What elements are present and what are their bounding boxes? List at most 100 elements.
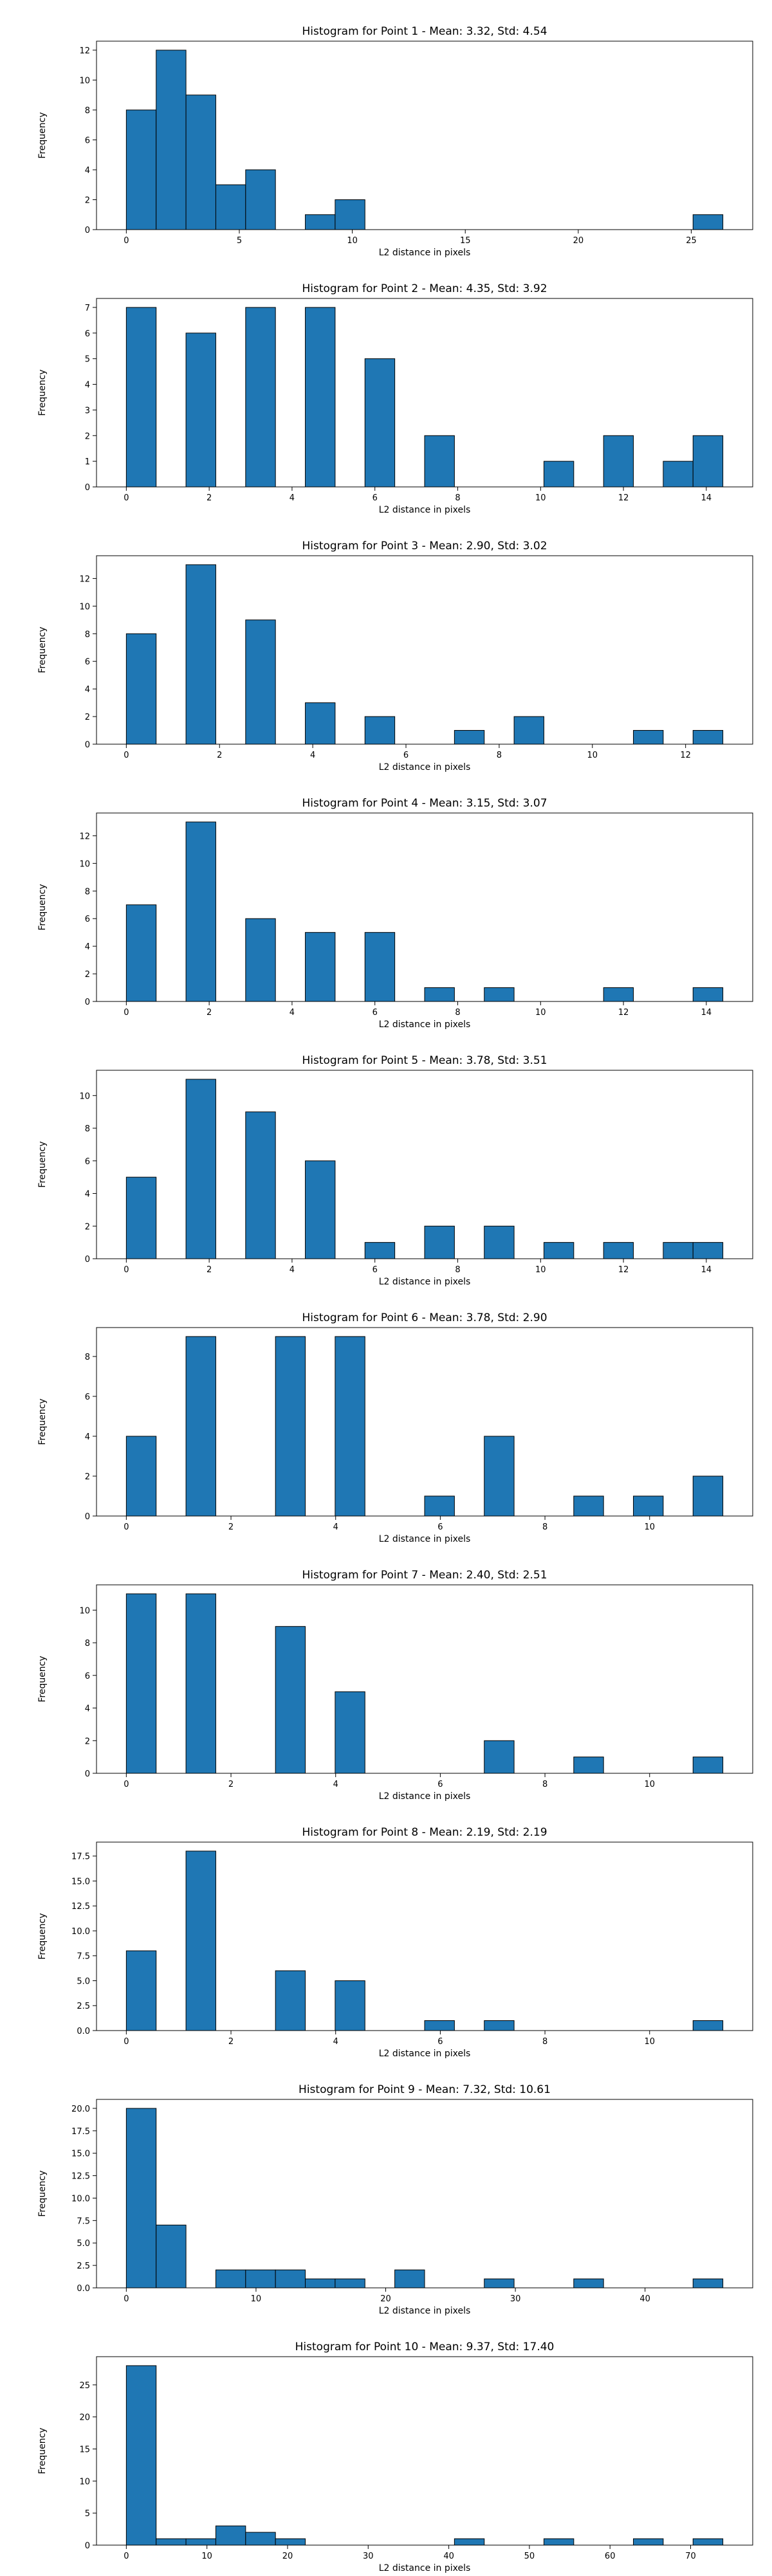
x-tick-label: 6	[437, 2037, 443, 2047]
x-tick-label: 6	[403, 751, 409, 760]
y-tick-label: 4	[85, 381, 90, 390]
x-tick-label: 0	[124, 1522, 129, 1532]
y-tick-label: 17.5	[71, 1852, 90, 1862]
y-tick-label: 12.5	[71, 1902, 90, 1912]
y-axis-label: Frequency	[37, 626, 48, 673]
chart-title: Histogram for Point 8 - Mean: 2.19, Std:…	[302, 1826, 547, 1839]
y-tick-label: 0	[85, 1769, 90, 1779]
histogram-panel-8: Histogram for Point 8 - Mean: 2.19, Std:…	[37, 1826, 753, 2059]
histogram-bar	[364, 1242, 396, 1259]
y-axis-label: Frequency	[37, 2170, 48, 2216]
x-tick-label: 10	[251, 2294, 262, 2304]
y-tick-label: 0	[85, 998, 90, 1007]
plot-frame	[96, 2356, 753, 2546]
histogram-panel-2: Histogram for Point 2 - Mean: 4.35, Std:…	[37, 282, 753, 515]
histogram-bar	[245, 169, 276, 230]
y-tick-label: 25	[79, 2381, 90, 2391]
x-tick-label: 14	[701, 1265, 712, 1275]
x-tick-label: 20	[380, 2294, 391, 2304]
x-tick-label: 12	[618, 1265, 629, 1275]
histogram-bar	[424, 435, 455, 488]
x-tick-label: 8	[497, 751, 502, 760]
chart-title: Histogram for Point 5 - Mean: 3.78, Std:…	[302, 1054, 547, 1067]
histogram-bar	[305, 702, 336, 745]
histogram-bar	[692, 435, 724, 488]
y-tick-label: 4	[85, 942, 90, 952]
chart-title: Histogram for Point 3 - Mean: 2.90, Std:…	[302, 540, 547, 553]
y-tick-label: 0	[85, 483, 90, 493]
x-tick-label: 40	[443, 2552, 454, 2561]
chart-title: Histogram for Point 7 - Mean: 2.40, Std:…	[302, 1569, 547, 1582]
y-tick-label: 6	[85, 136, 90, 145]
x-tick-label: 6	[437, 1522, 443, 1532]
x-tick-label: 60	[605, 2552, 616, 2561]
histogram-bar	[156, 2538, 187, 2546]
histogram-bar	[215, 2525, 246, 2546]
x-axis-label: L2 distance in pixels	[379, 2563, 471, 2573]
chart-title: Histogram for Point 1 - Mean: 3.32, Std:…	[302, 25, 547, 38]
y-tick-label: 4	[85, 1704, 90, 1714]
histogram-bar	[633, 1495, 664, 1517]
histogram-bar	[245, 1111, 276, 1259]
histogram-bar	[573, 1495, 604, 1517]
x-tick-label: 20	[573, 236, 584, 246]
histogram-bar	[573, 1757, 604, 1774]
histogram-bar	[275, 1626, 306, 1774]
histogram-bar	[335, 1336, 365, 1517]
histogram-bar	[275, 2538, 306, 2546]
plot-frame	[96, 2099, 753, 2288]
y-axis-label: Frequency	[37, 1141, 48, 1187]
y-tick-label: 0	[85, 1255, 90, 1265]
y-tick-label: 15.0	[71, 1877, 90, 1886]
x-tick-label: 8	[455, 493, 460, 503]
y-tick-label: 5	[85, 2509, 90, 2519]
y-tick-label: 10	[79, 76, 90, 86]
y-tick-label: 6	[85, 1672, 90, 1681]
plot-frame	[96, 41, 753, 230]
y-tick-label: 1	[85, 457, 90, 467]
y-tick-label: 4	[85, 1432, 90, 1442]
y-tick-label: 4	[85, 1190, 90, 1200]
histogram-bar	[543, 1242, 574, 1259]
x-tick-label: 0	[124, 751, 129, 760]
histogram-panel-5: Histogram for Point 5 - Mean: 3.78, Std:…	[37, 1054, 753, 1287]
histogram-bar	[305, 1160, 336, 1259]
histogram-panel-6: Histogram for Point 6 - Mean: 3.78, Std:…	[37, 1311, 753, 1544]
x-tick-label: 0	[124, 1265, 129, 1275]
x-tick-label: 0	[124, 2037, 129, 2047]
histogram-bar	[185, 2538, 216, 2546]
y-tick-label: 12	[79, 832, 90, 841]
x-tick-label: 8	[542, 1522, 547, 1532]
histogram-bar	[125, 109, 157, 230]
x-tick-label: 8	[455, 1265, 460, 1275]
y-tick-label: 20.0	[71, 2105, 90, 2114]
x-tick-label: 0	[124, 1780, 129, 1789]
y-tick-label: 0.0	[77, 2284, 90, 2294]
x-tick-label: 0	[124, 493, 129, 503]
y-tick-label: 8	[85, 887, 90, 897]
histogram-bar	[424, 2020, 455, 2031]
histogram-bar	[305, 307, 336, 488]
x-tick-label: 4	[290, 1008, 295, 1018]
y-tick-label: 10	[79, 859, 90, 869]
histogram-bar	[275, 2269, 306, 2288]
y-tick-label: 6	[85, 1393, 90, 1402]
y-tick-label: 12	[79, 46, 90, 56]
histogram-bar	[125, 2108, 157, 2288]
histogram-bar	[185, 1079, 216, 1259]
y-tick-label: 6	[85, 657, 90, 667]
histogram-bar	[125, 1950, 157, 2031]
x-tick-label: 2	[228, 1780, 234, 1789]
histogram-bar	[424, 1495, 455, 1517]
plot-frame	[96, 1584, 753, 1774]
histogram-bar	[215, 2269, 246, 2288]
histogram-bar	[185, 564, 216, 745]
x-tick-label: 10	[644, 1522, 655, 1532]
histogram-bar	[245, 918, 276, 1002]
x-tick-label: 70	[685, 2552, 696, 2561]
histogram-panel-9: Histogram for Point 9 - Mean: 7.32, Std:…	[37, 2083, 753, 2316]
x-axis-label: L2 distance in pixels	[379, 2306, 471, 2316]
histogram-bar	[245, 2269, 276, 2288]
histogram-bar	[633, 2538, 664, 2546]
